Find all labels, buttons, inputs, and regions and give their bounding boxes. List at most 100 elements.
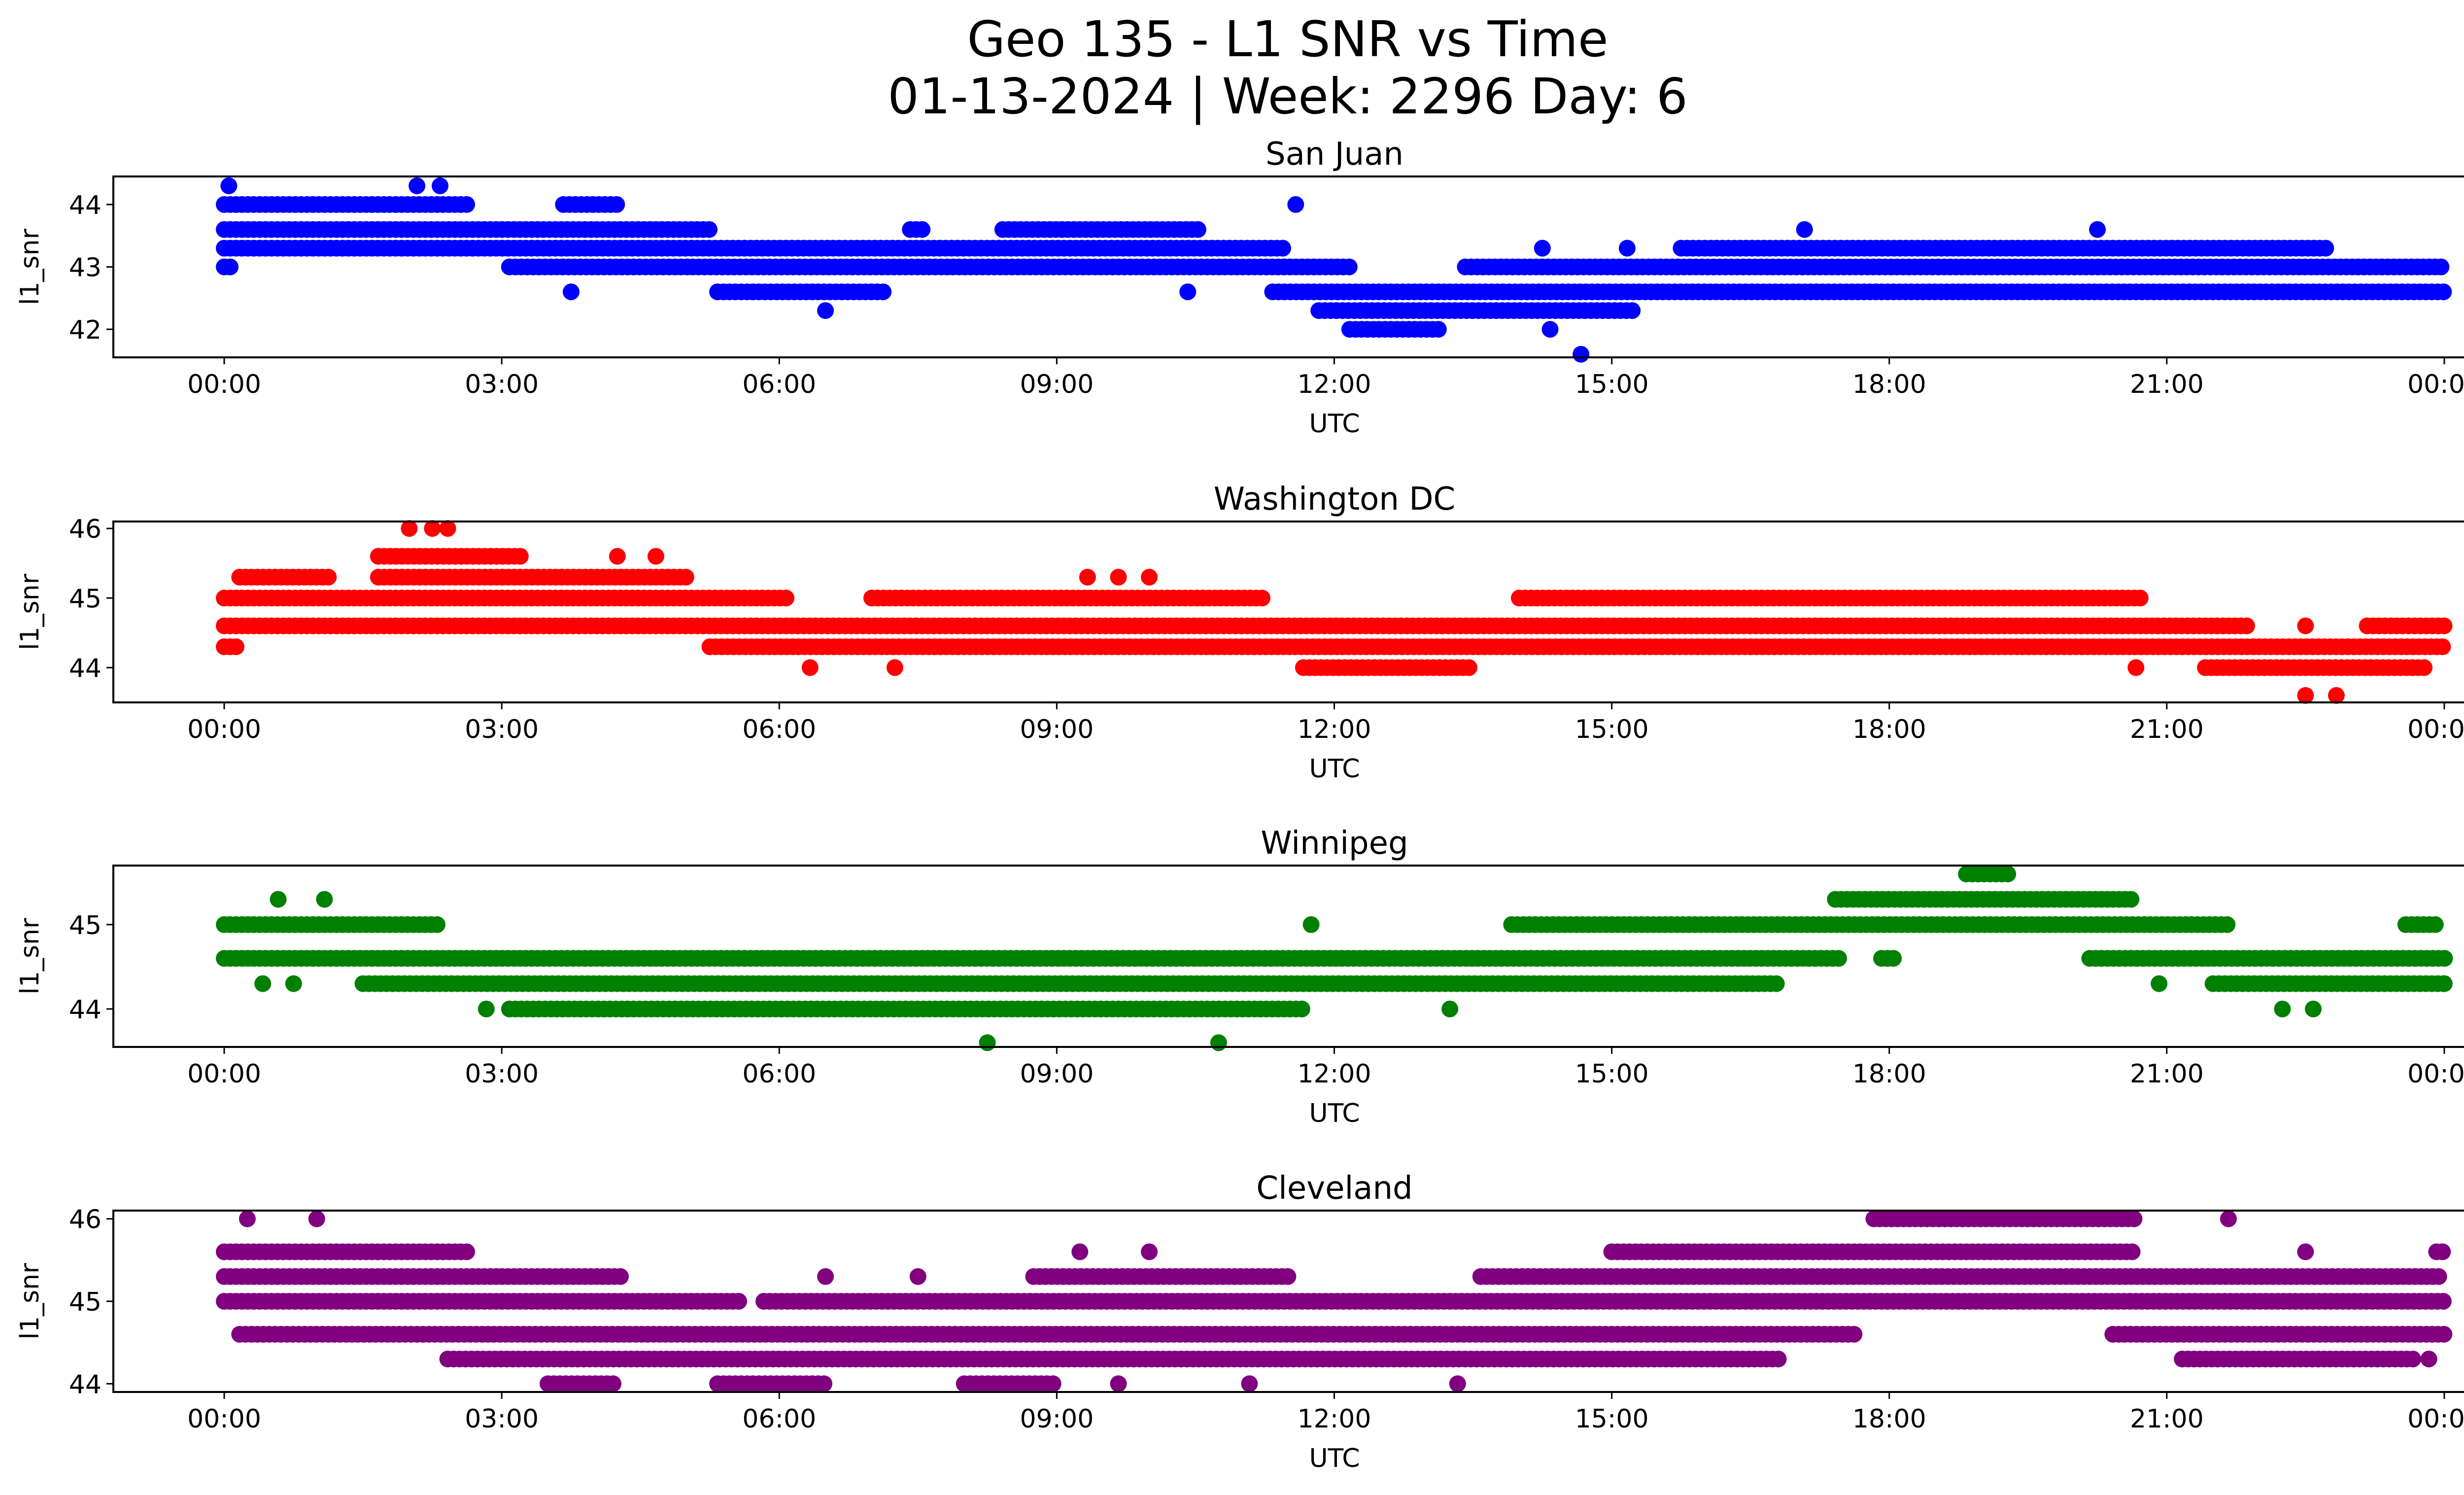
- data-point: [2435, 283, 2452, 301]
- scatter-series: [216, 520, 2453, 704]
- data-point: [1210, 1034, 1227, 1051]
- data-point: [609, 548, 626, 565]
- x-tick-label: 18:00: [1852, 715, 1926, 744]
- data-point: [648, 548, 664, 565]
- x-tick-label: 00:00: [2407, 1059, 2464, 1089]
- x-tick-label: 06:00: [742, 715, 816, 744]
- data-point: [2127, 659, 2145, 676]
- data-point: [2131, 590, 2149, 607]
- x-tick-label: 06:00: [742, 1059, 816, 1089]
- data-point: [801, 659, 819, 676]
- data-point: [458, 196, 475, 213]
- data-point: [1770, 1351, 1787, 1368]
- data-point: [562, 283, 580, 301]
- data-point: [1079, 568, 1096, 586]
- data-point: [222, 258, 239, 276]
- x-tick-label: 06:00: [742, 1404, 816, 1434]
- subplot-title: Washington DC: [1214, 481, 1455, 518]
- data-point: [316, 891, 333, 908]
- data-point: [1071, 1243, 1089, 1260]
- x-tick-label: 12:00: [1298, 1404, 1371, 1434]
- data-point: [1796, 221, 1813, 238]
- figure-subtitle: 01-13-2024 | Week: 2296 Day: 6: [888, 68, 1688, 125]
- x-tick-label: 00:00: [2407, 1404, 2464, 1434]
- data-point: [1624, 302, 1641, 319]
- data-point: [979, 1034, 996, 1051]
- x-tick-label: 12:00: [1298, 370, 1371, 399]
- y-axis-label: l1_snr: [15, 1263, 45, 1340]
- data-point: [228, 638, 244, 656]
- x-tick-label: 18:00: [1852, 1059, 1926, 1089]
- data-point: [1287, 196, 1304, 213]
- data-point: [1999, 866, 2017, 883]
- data-point: [2122, 891, 2140, 908]
- x-tick-label: 03:00: [465, 370, 539, 399]
- data-point: [677, 568, 694, 586]
- data-point: [816, 1375, 833, 1392]
- data-point: [2436, 975, 2453, 992]
- data-point: [1141, 1243, 1158, 1260]
- x-tick-label: 09:00: [1020, 715, 1094, 744]
- y-tick-label: 46: [69, 515, 102, 544]
- data-point: [2434, 638, 2451, 656]
- data-point: [432, 177, 448, 194]
- y-axis-label: l1_snr: [15, 573, 45, 650]
- x-tick-label: 03:00: [465, 1059, 539, 1089]
- data-point: [1179, 283, 1197, 301]
- data-point: [401, 520, 418, 537]
- data-point: [909, 1268, 926, 1285]
- data-point: [2297, 1243, 2314, 1260]
- data-point: [2432, 258, 2450, 276]
- data-point: [1340, 258, 1358, 276]
- data-point: [2089, 221, 2106, 238]
- x-tick-label: 12:00: [1298, 715, 1371, 744]
- x-tick-label: 03:00: [465, 1404, 539, 1434]
- subplot-title: Cleveland: [1256, 1170, 1412, 1207]
- x-axis-label: UTC: [1309, 1099, 1360, 1128]
- data-point: [1441, 1001, 1459, 1017]
- data-point: [1293, 1001, 1310, 1017]
- x-tick-label: 09:00: [1020, 1404, 1094, 1434]
- data-point: [2151, 975, 2168, 992]
- data-point: [1110, 1375, 1127, 1392]
- data-point: [730, 1293, 747, 1310]
- data-point: [1241, 1375, 1258, 1392]
- data-point: [2328, 687, 2345, 704]
- data-point: [2317, 240, 2334, 257]
- x-tick-label: 00:00: [2407, 715, 2464, 744]
- data-point: [2274, 1001, 2291, 1017]
- x-tick-label: 12:00: [1298, 1059, 1371, 1089]
- data-point: [409, 177, 426, 194]
- data-point: [1573, 346, 1590, 363]
- data-point: [2238, 617, 2255, 634]
- x-tick-label: 06:00: [742, 370, 816, 399]
- data-point: [1279, 1268, 1297, 1285]
- data-point: [2123, 1243, 2141, 1260]
- data-point: [1274, 240, 1291, 257]
- data-point: [605, 1375, 621, 1392]
- data-point: [914, 221, 931, 238]
- x-tick-label: 00:00: [187, 370, 261, 399]
- y-tick-label: 43: [69, 253, 102, 283]
- data-point: [1044, 1375, 1061, 1392]
- data-point: [701, 221, 718, 238]
- data-point: [2404, 1351, 2422, 1368]
- data-point: [1830, 950, 1847, 967]
- x-tick-label: 00:00: [187, 715, 261, 744]
- data-point: [2435, 1325, 2453, 1343]
- x-tick-label: 21:00: [2130, 715, 2204, 744]
- x-tick-label: 09:00: [1020, 1059, 1094, 1089]
- x-tick-label: 15:00: [1575, 370, 1649, 399]
- scatter-series: [216, 866, 2453, 1051]
- x-tick-label: 15:00: [1575, 715, 1649, 744]
- data-point: [2305, 1001, 2322, 1017]
- data-point: [424, 520, 441, 537]
- x-tick-label: 18:00: [1852, 1404, 1926, 1434]
- data-point: [1541, 321, 1559, 338]
- data-point: [2416, 659, 2433, 676]
- data-point: [220, 177, 238, 194]
- y-tick-label: 44: [69, 191, 102, 220]
- data-point: [2297, 617, 2314, 634]
- data-point: [1430, 321, 1447, 338]
